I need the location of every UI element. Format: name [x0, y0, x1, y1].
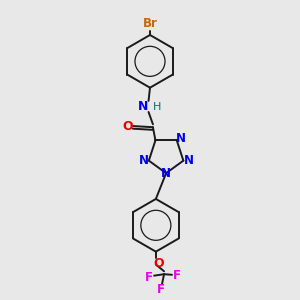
- Text: N: N: [176, 132, 186, 146]
- Text: Br: Br: [142, 17, 158, 30]
- Text: F: F: [173, 269, 181, 282]
- Text: O: O: [123, 120, 134, 133]
- Text: N: N: [139, 154, 148, 167]
- Text: N: N: [161, 167, 171, 180]
- Text: N: N: [184, 154, 194, 167]
- Text: O: O: [153, 256, 164, 270]
- Text: H: H: [152, 102, 161, 112]
- Text: N: N: [138, 100, 148, 113]
- Text: F: F: [145, 271, 153, 284]
- Text: F: F: [157, 283, 165, 296]
